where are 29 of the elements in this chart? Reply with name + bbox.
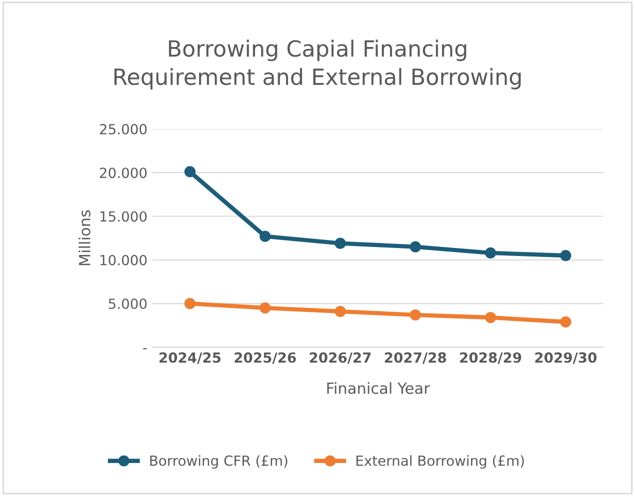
point bbox=[560, 316, 572, 328]
legend-label: Borrowing CFR (£m) bbox=[150, 455, 288, 469]
legend-label: External Borrowing (£m) bbox=[356, 455, 524, 469]
x-tick-label: 2027/28 bbox=[384, 352, 446, 364]
x-axis-title: Finanical Year bbox=[327, 382, 430, 394]
y-tick-label: 25.000 bbox=[100, 124, 147, 134]
y-tick-label: 15.000 bbox=[100, 211, 147, 222]
x-tick-label: 2028/29 bbox=[460, 352, 522, 364]
point bbox=[484, 247, 496, 258]
point bbox=[410, 241, 421, 252]
point bbox=[184, 166, 196, 178]
point bbox=[260, 230, 271, 242]
y-tick-label: 5.000 bbox=[108, 298, 147, 310]
y-tick-label: - bbox=[143, 348, 147, 350]
point bbox=[184, 298, 196, 310]
y-tick-label: 20.000 bbox=[100, 168, 147, 178]
point bbox=[260, 302, 271, 314]
chart-title: Borrowing Capial Financing Requirement and External Borrowing bbox=[114, 40, 521, 90]
x-tick-label: 2026/27 bbox=[310, 352, 371, 364]
point bbox=[484, 312, 496, 324]
x-tick-label: 2024/25 bbox=[160, 352, 221, 364]
x-tick-label: 2029/30 bbox=[535, 352, 597, 364]
point bbox=[560, 250, 572, 262]
point bbox=[410, 309, 421, 320]
point bbox=[334, 238, 346, 249]
point bbox=[334, 306, 346, 317]
y-tick-label: 10.000 bbox=[100, 254, 147, 266]
x-tick-label: 2025/26 bbox=[234, 352, 296, 364]
y-axis-title: Millions bbox=[78, 210, 90, 266]
